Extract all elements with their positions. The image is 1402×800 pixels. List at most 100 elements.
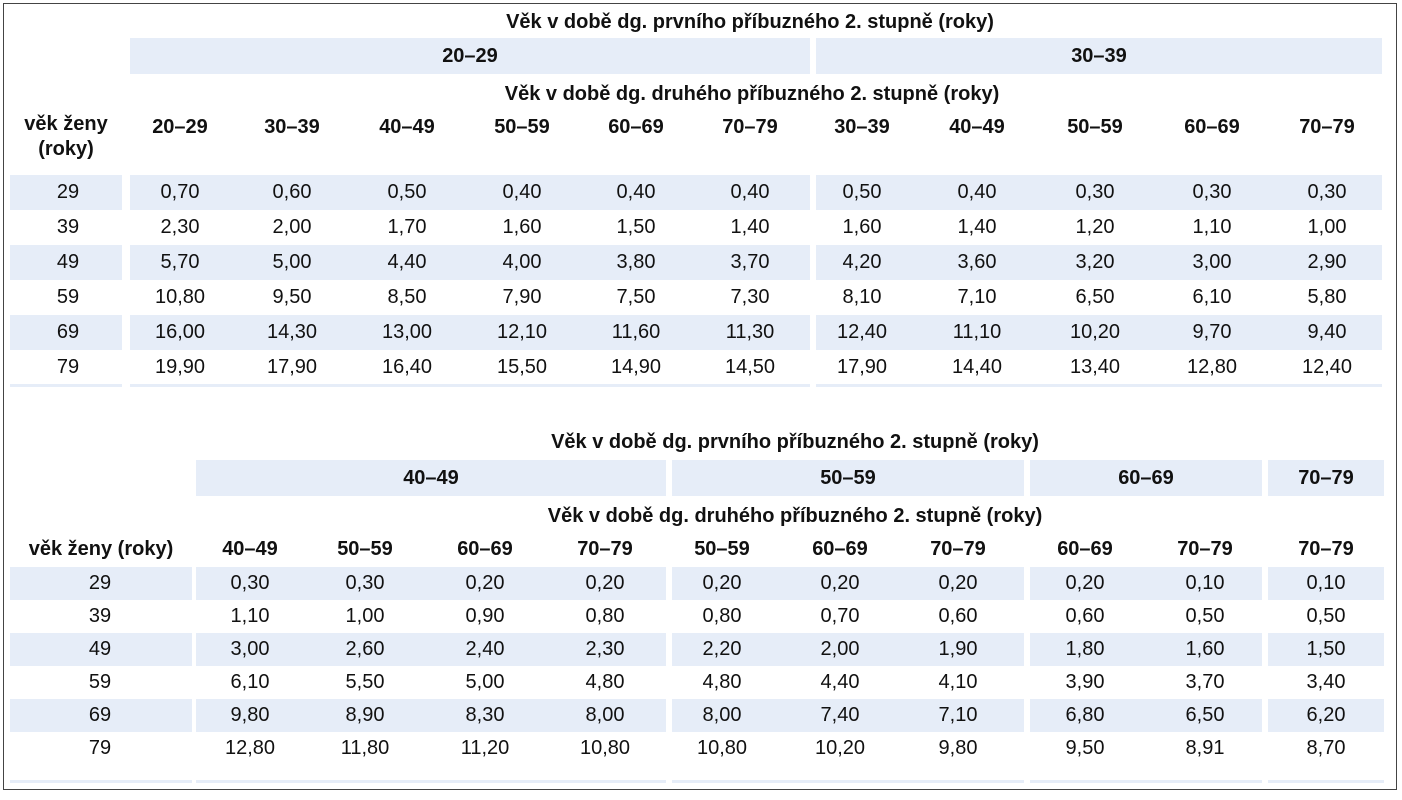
risk-value-cell: 9,50	[272, 286, 312, 308]
risk-value-cell: 5,00	[272, 251, 312, 273]
age-cell: 49	[56, 251, 80, 273]
column-header: 60–69	[457, 537, 513, 560]
column-header: 30–39	[834, 115, 890, 138]
risk-value-cell: 1,60	[502, 216, 542, 238]
row-stripe	[672, 633, 1024, 666]
risk-value-cell: 11,80	[340, 737, 390, 759]
age-cell: 79	[56, 356, 80, 378]
age-cell: 69	[88, 704, 112, 726]
risk-value-cell: 9,80	[230, 704, 270, 726]
risk-value-cell: 19,90	[154, 356, 206, 378]
table-bottom-rule	[1268, 780, 1384, 783]
risk-value-cell: 1,60	[1185, 638, 1225, 660]
risk-value-cell: 1,40	[957, 216, 997, 238]
risk-value-cell: 2,00	[272, 216, 312, 238]
column-header: 50–59	[1067, 115, 1123, 138]
age-column-header: věk ženy (roky)	[24, 113, 108, 160]
risk-value-cell: 1,50	[1306, 638, 1346, 660]
risk-value-cell: 4,40	[820, 671, 860, 693]
risk-value-cell: 11,60	[611, 321, 661, 343]
group-header-60–69: 60–69	[1118, 466, 1174, 489]
risk-value-cell: 6,80	[1065, 704, 1105, 726]
risk-value-cell: 8,30	[465, 704, 505, 726]
risk-value-cell: 0,50	[387, 181, 427, 203]
column-header: 60–69	[1057, 537, 1113, 560]
risk-value-cell: 13,00	[381, 321, 433, 343]
risk-value-cell: 15,50	[496, 356, 548, 378]
risk-value-cell: 8,00	[585, 704, 625, 726]
risk-value-cell: 14,30	[266, 321, 318, 343]
row-stripe	[1268, 699, 1384, 732]
risk-value-cell: 0,10	[1185, 572, 1225, 594]
risk-value-cell: 0,80	[702, 605, 742, 627]
row-stripe	[130, 315, 810, 350]
risk-value-cell: 0,50	[842, 181, 882, 203]
risk-value-cell: 0,30	[1075, 181, 1115, 203]
row-stripe	[10, 175, 122, 210]
risk-value-cell: 6,10	[230, 671, 270, 693]
risk-value-cell: 4,80	[585, 671, 625, 693]
age-cell: 79	[88, 737, 112, 759]
risk-value-cell: 0,30	[1192, 181, 1232, 203]
risk-value-cell: 1,10	[1192, 216, 1232, 238]
age-cell: 39	[88, 605, 112, 627]
risk-value-cell: 7,90	[502, 286, 542, 308]
risk-value-cell: 0,60	[938, 605, 978, 627]
risk-value-cell: 1,20	[1075, 216, 1115, 238]
risk-value-cell: 0,20	[465, 572, 505, 594]
row-stripe	[816, 315, 1382, 350]
row-stripe	[1030, 633, 1262, 666]
risk-value-cell: 1,60	[842, 216, 882, 238]
risk-value-cell: 1,00	[345, 605, 385, 627]
risk-value-cell: 9,50	[1065, 737, 1105, 759]
table-bottom-rule	[672, 780, 1024, 783]
risk-value-cell: 2,90	[1307, 251, 1347, 273]
column-header: 70–79	[930, 537, 986, 560]
risk-value-cell: 2,60	[345, 638, 385, 660]
column-header: 70–79	[722, 115, 778, 138]
risk-value-cell: 6,50	[1185, 704, 1225, 726]
first-relative-age-header: Věk v době dg. prvního příbuzného 2. stu…	[506, 10, 994, 33]
risk-value-cell: 11,20	[460, 737, 510, 759]
risk-value-cell: 12,80	[224, 737, 276, 759]
row-stripe	[130, 245, 810, 280]
risk-value-cell: 3,70	[1185, 671, 1225, 693]
risk-value-cell: 10,80	[696, 737, 748, 759]
group-header-40–49: 40–49	[403, 466, 459, 489]
risk-value-cell: 17,90	[266, 356, 318, 378]
risk-value-cell: 10,20	[814, 737, 866, 759]
row-stripe	[1030, 567, 1262, 600]
column-header: 30–39	[264, 115, 320, 138]
risk-value-cell: 9,80	[938, 737, 978, 759]
risk-value-cell: 0,30	[345, 572, 385, 594]
table-bottom-rule	[196, 780, 666, 783]
risk-value-cell: 3,40	[1306, 671, 1346, 693]
column-header: 40–49	[949, 115, 1005, 138]
risk-value-cell: 16,00	[154, 321, 206, 343]
risk-value-cell: 7,30	[730, 286, 770, 308]
risk-value-cell: 4,40	[387, 251, 427, 273]
risk-value-cell: 3,90	[1065, 671, 1105, 693]
risk-value-cell: 1,80	[1065, 638, 1105, 660]
risk-value-cell: 0,20	[585, 572, 625, 594]
risk-value-cell: 2,30	[585, 638, 625, 660]
risk-value-cell: 11,30	[725, 321, 775, 343]
risk-value-cell: 3,00	[230, 638, 270, 660]
risk-value-cell: 4,80	[702, 671, 742, 693]
risk-value-cell: 7,10	[957, 286, 997, 308]
table-bottom-rule	[130, 384, 810, 387]
risk-value-cell: 10,80	[579, 737, 631, 759]
first-relative-age-header: Věk v době dg. prvního příbuzného 2. stu…	[551, 430, 1039, 453]
risk-value-cell: 8,70	[1306, 737, 1346, 759]
column-header: 60–69	[1184, 115, 1240, 138]
row-stripe	[196, 567, 666, 600]
risk-value-cell: 12,80	[1186, 356, 1238, 378]
risk-value-cell: 12,40	[836, 321, 888, 343]
risk-value-cell: 10,20	[1069, 321, 1121, 343]
column-header: 50–59	[694, 537, 750, 560]
row-stripe	[130, 175, 810, 210]
risk-value-cell: 14,90	[610, 356, 662, 378]
risk-value-cell: 0,40	[502, 181, 542, 203]
column-header: 70–79	[1298, 537, 1354, 560]
row-stripe	[672, 567, 1024, 600]
